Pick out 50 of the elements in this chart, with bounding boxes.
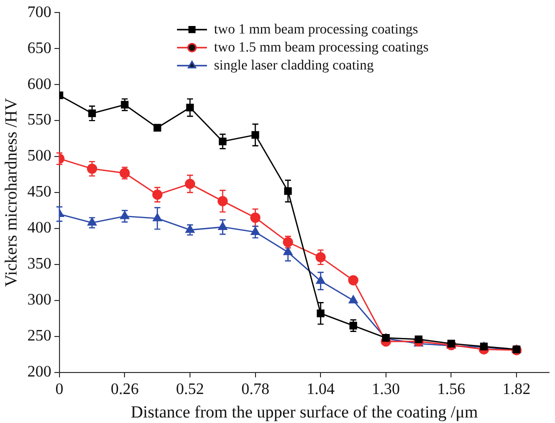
point — [152, 213, 162, 222]
x-tick-label: 0.52 — [176, 381, 204, 398]
point — [250, 226, 260, 235]
point — [316, 310, 324, 318]
y-tick-label: 250 — [27, 328, 52, 345]
point — [186, 104, 194, 112]
y-tick-label: 700 — [27, 4, 52, 21]
y-tick-label: 400 — [27, 220, 52, 237]
x-tick-label: 1.04 — [306, 381, 335, 398]
y-tick-label: 600 — [27, 76, 52, 93]
y-axis-title: Vickers microhardness /HV — [2, 97, 21, 287]
y-tick-label: 450 — [27, 184, 52, 201]
x-tick-label: 0 — [55, 381, 64, 398]
point — [86, 164, 98, 174]
point — [218, 222, 228, 230]
y-tick-label: 550 — [27, 112, 52, 129]
x-tick-label: 1.56 — [437, 381, 466, 398]
x-tick-label: 1.30 — [372, 381, 400, 398]
point — [250, 212, 260, 223]
point — [218, 196, 228, 206]
point — [348, 295, 358, 304]
point — [284, 187, 292, 195]
y-tick-label: 300 — [27, 292, 52, 309]
point — [251, 131, 260, 139]
point — [414, 335, 422, 344]
point — [348, 275, 358, 286]
point — [218, 138, 226, 146]
point — [349, 322, 358, 330]
point — [88, 110, 96, 118]
legend-label: two 1.5 mm beam processing coatings — [214, 40, 429, 56]
y-tick-label: 350 — [27, 256, 52, 273]
point — [315, 252, 326, 262]
point — [154, 124, 162, 132]
point — [88, 218, 97, 226]
point — [184, 178, 196, 190]
legend-label: single laser cladding coating — [214, 58, 374, 74]
y-tick-label: 650 — [27, 40, 52, 57]
legend-label: two 1 mm beam processing coatings — [214, 22, 418, 38]
x-tick-label: 0.78 — [241, 381, 270, 398]
point — [283, 247, 293, 256]
y-tick-label: 500 — [27, 148, 52, 165]
point — [185, 224, 195, 233]
x-tick-label: 1.82 — [502, 381, 531, 398]
point — [120, 211, 130, 220]
point — [120, 100, 129, 109]
point — [152, 190, 163, 200]
y-tick-label: 200 — [27, 364, 52, 381]
x-axis-title: Distance from the upper surface of the coating /μm — [130, 402, 478, 422]
x-tick-label: 0.26 — [110, 381, 139, 398]
point — [316, 276, 326, 284]
